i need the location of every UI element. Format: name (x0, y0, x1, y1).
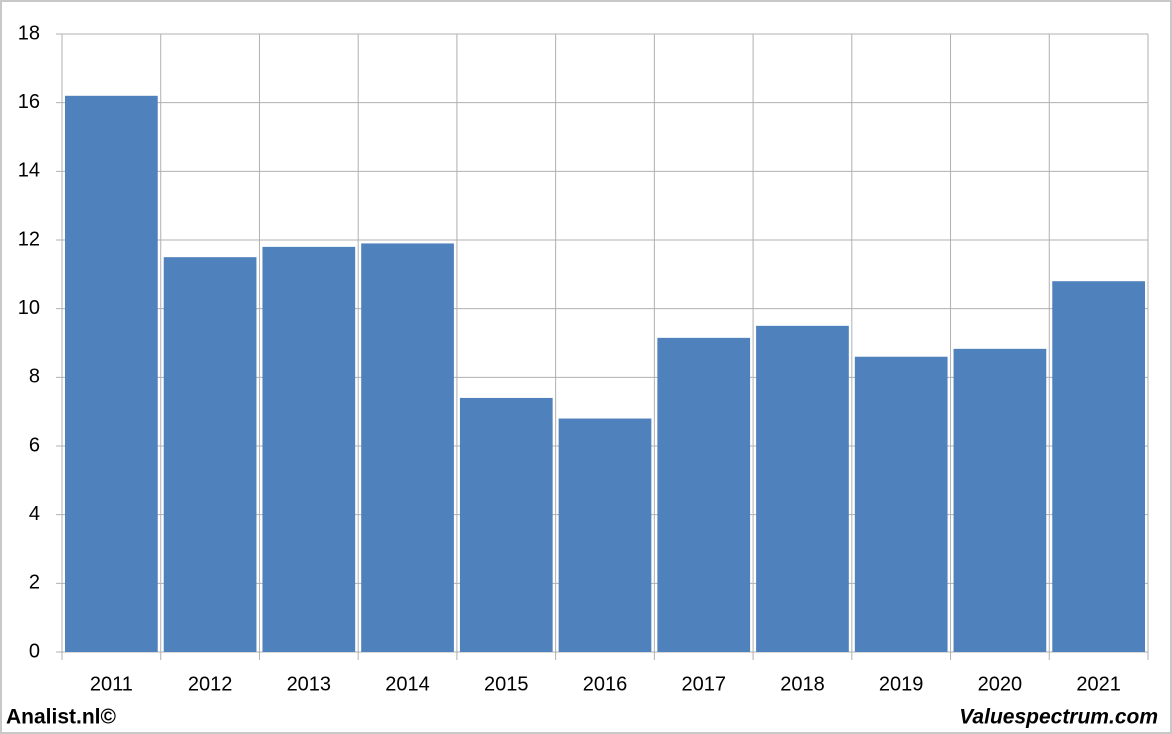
x-tick-label: 2020 (978, 673, 1023, 695)
x-tick-label: 2015 (484, 673, 529, 695)
bar (953, 348, 1047, 652)
y-tick-label: 18 (18, 22, 40, 44)
bar (657, 337, 751, 652)
y-tick-label: 0 (29, 640, 40, 662)
bar (262, 246, 356, 652)
y-tick-label: 8 (29, 366, 40, 388)
footer-right: Valuespectrum.com (959, 706, 1158, 729)
x-tick-label: 2018 (780, 673, 825, 695)
x-tick-label: 2014 (385, 673, 430, 695)
x-tick-label: 2013 (287, 673, 332, 695)
y-tick-label: 6 (29, 434, 40, 456)
bar (756, 325, 849, 652)
x-tick-label: 2019 (879, 673, 924, 695)
y-tick-label: 2 (29, 572, 40, 594)
bar (163, 257, 257, 652)
bar (1052, 281, 1145, 652)
bar (854, 356, 948, 652)
bar (459, 397, 553, 652)
x-tick-label: 2011 (90, 673, 133, 695)
y-tick-label: 4 (29, 503, 40, 525)
bar (65, 95, 158, 653)
y-tick-label: 10 (18, 297, 40, 319)
y-tick-label: 14 (18, 160, 40, 182)
x-tick-label: 2016 (583, 673, 628, 695)
x-tick-label: 2012 (188, 673, 233, 695)
bar (558, 418, 652, 652)
y-tick-label: 12 (18, 228, 40, 250)
x-tick-label: 2017 (681, 673, 726, 695)
footer-left: Analist.nl© (6, 706, 117, 729)
y-tick-label: 16 (18, 91, 40, 113)
x-tick-label: 2021 (1076, 673, 1121, 695)
bar (361, 243, 454, 652)
